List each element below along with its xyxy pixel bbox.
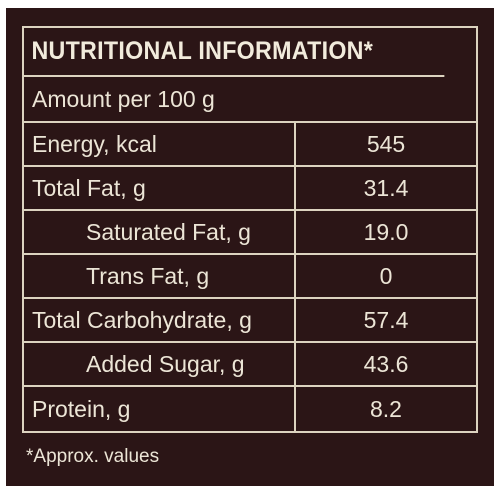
- nutrition-panel: NUTRITIONAL INFORMATION* Amount per 100 …: [6, 8, 494, 486]
- nutrient-label: Energy, kcal: [24, 123, 296, 165]
- nutrient-row-trans-fat: Trans Fat, g 0: [24, 255, 476, 299]
- nutrient-label: Total Carbohydrate, g: [24, 299, 296, 341]
- nutrient-value: 43.6: [363, 350, 409, 377]
- nutrient-value: 19.0: [363, 218, 409, 245]
- nutrient-row-total-fat: Total Fat, g 31.4: [24, 167, 476, 211]
- nutrient-label: Trans Fat, g: [24, 255, 296, 297]
- nutrient-label: Protein, g: [24, 387, 296, 431]
- nutrient-value: 31.4: [363, 174, 409, 201]
- serving-size: Amount per 100 g: [24, 77, 476, 123]
- nutrient-label: Saturated Fat, g: [24, 211, 296, 253]
- nutrition-table: NUTRITIONAL INFORMATION* Amount per 100 …: [22, 26, 478, 433]
- nutrient-value: 545: [366, 130, 406, 157]
- nutrient-value: 0: [379, 262, 393, 289]
- nutrient-value: 57.4: [363, 306, 409, 333]
- nutrient-row-protein: Protein, g 8.2: [24, 387, 476, 431]
- nutrient-label: Added Sugar, g: [24, 343, 296, 385]
- nutrient-row-added-sugar: Added Sugar, g 43.6: [24, 343, 476, 387]
- footnote: *Approx. values: [26, 446, 160, 467]
- nutrition-title: NUTRITIONAL INFORMATION*: [24, 28, 445, 77]
- nutrient-label: Total Fat, g: [24, 167, 296, 209]
- nutrient-row-saturated-fat: Saturated Fat, g 19.0: [24, 211, 476, 255]
- nutrient-row-total-carbohydrate: Total Carbohydrate, g 57.4: [24, 299, 476, 343]
- nutrient-row-energy: Energy, kcal 545: [24, 123, 476, 167]
- nutrient-value: 8.2: [370, 395, 402, 422]
